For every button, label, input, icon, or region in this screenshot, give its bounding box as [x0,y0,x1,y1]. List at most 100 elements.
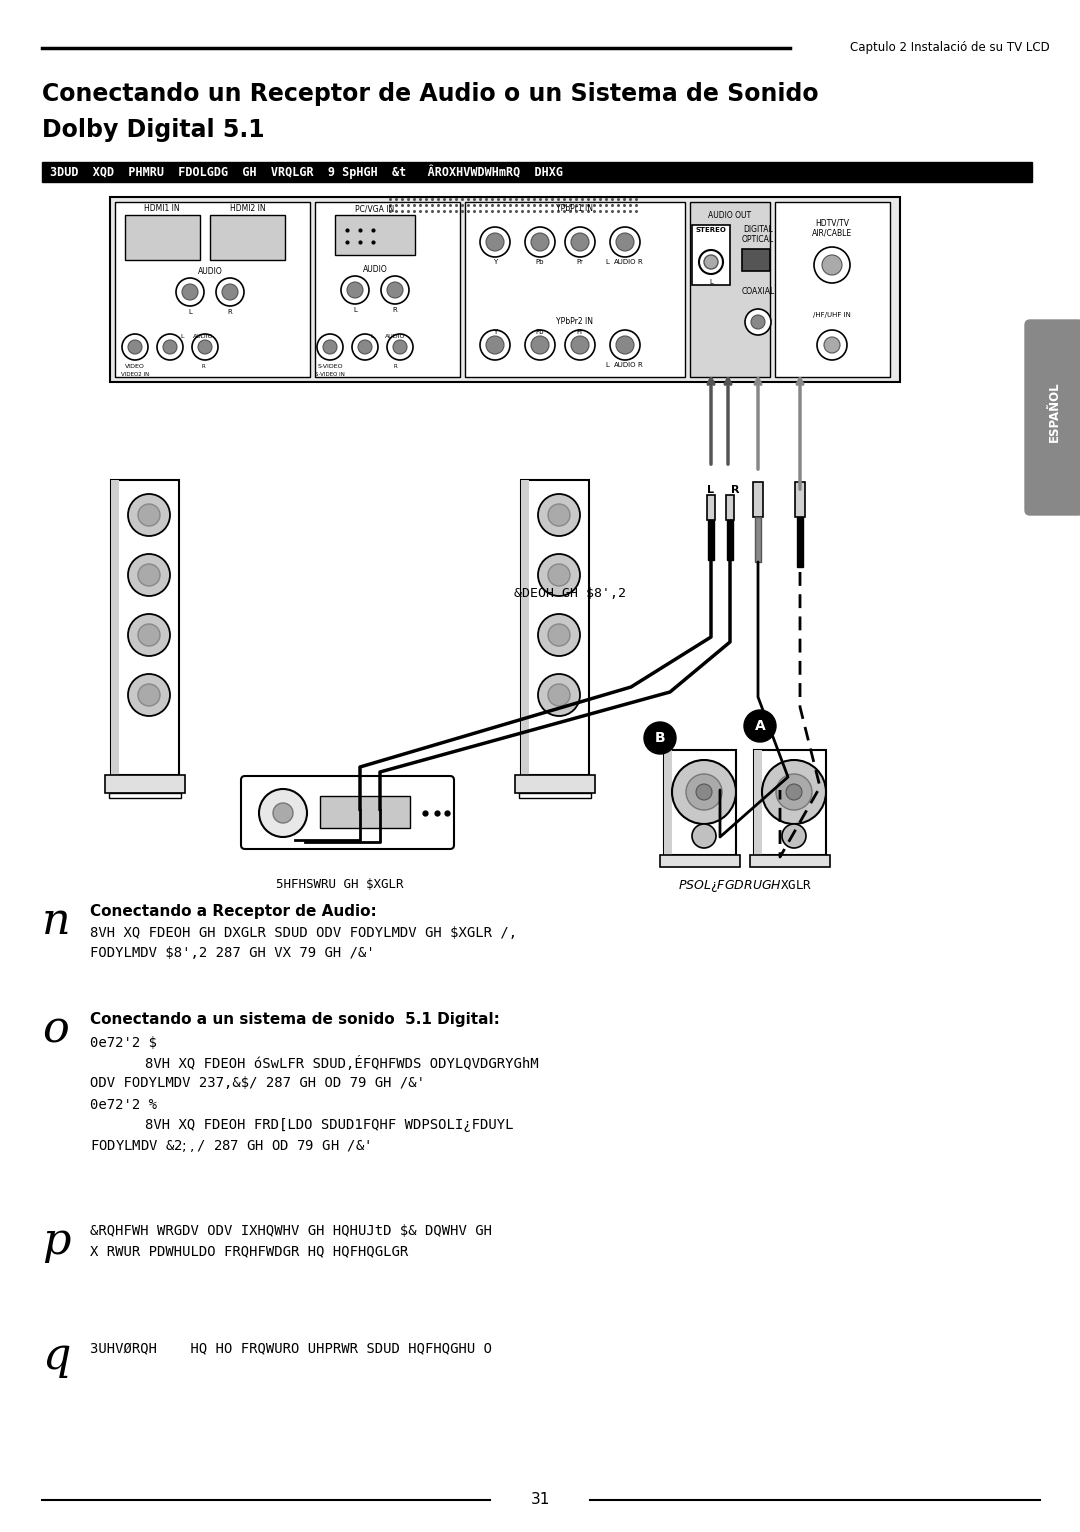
Circle shape [129,555,170,596]
Text: AIR/CABLE: AIR/CABLE [812,228,852,237]
Text: L: L [188,309,192,316]
Text: PC/VGA IN: PC/VGA IN [355,204,394,213]
Text: A: A [755,719,766,732]
Bar [692,225,730,285]
Circle shape [357,340,372,354]
Text: Conectando un Receptor de Audio o un Sistema de Sonido: Conectando un Receptor de Audio o un Sis… [42,83,819,106]
Text: AUDIO: AUDIO [613,259,636,265]
Text: 3DUD  XQD  PHMRU  FDOLGDG  GH  VRQLGR  9 SpHGH  &t   ÂROXHVWDWHmRQ  DHXG: 3DUD XQD PHMRU FDOLGDG GH VRQLGR 9 SpHGH… [50,165,563,179]
Bar [111,480,119,775]
Circle shape [565,329,595,360]
Text: 31: 31 [530,1492,550,1507]
Bar [750,855,831,867]
Text: 8VH XQ FDEOH FRD[LDO SDUD1FQHF WDPSOLI¿FDUYL: 8VH XQ FDEOH FRD[LDO SDUD1FQHF WDPSOLI¿F… [145,1118,513,1132]
Text: AUDIO: AUDIO [613,362,636,368]
Circle shape [538,493,580,536]
Text: /HF/UHF IN: /HF/UHF IN [813,313,851,319]
Circle shape [538,614,580,656]
Text: &DEOH GH $8',2: &DEOH GH $8',2 [514,587,626,601]
Text: FODYLMDV $8',2 287 GH VX 79 GH /&': FODYLMDV $8',2 287 GH VX 79 GH /&' [90,945,375,961]
Bar [515,775,595,794]
Text: R: R [637,362,643,368]
Text: L: L [605,362,609,368]
Text: 0e72'2 %: 0e72'2 % [90,1098,157,1112]
Circle shape [525,227,555,257]
Circle shape [538,555,580,596]
Text: Conectando a Receptor de Audio:: Conectando a Receptor de Audio: [90,904,377,919]
Text: L: L [370,334,374,339]
Text: R: R [201,365,205,369]
Bar [742,250,770,271]
Text: R: R [637,259,643,265]
Text: X RWUR PDWHULDO FRQHFWDGR HQ HQFHQGLGR: X RWUR PDWHULDO FRQHFWDGR HQ HQFHQGLGR [90,1244,408,1258]
Bar [125,214,200,260]
Bar [465,202,685,377]
Circle shape [565,227,595,257]
Text: Pr: Pr [577,259,583,265]
Text: VIDEO2 IN: VIDEO2 IN [121,372,149,377]
Circle shape [138,683,160,706]
FancyBboxPatch shape [1025,320,1080,515]
Circle shape [644,722,676,754]
Circle shape [696,784,712,800]
Text: HDTV/TV: HDTV/TV [815,219,849,228]
Bar [754,751,826,855]
Circle shape [744,709,777,741]
Text: q: q [42,1334,70,1379]
Circle shape [157,334,183,360]
Circle shape [486,233,504,251]
Circle shape [538,674,580,715]
Text: S-VIDEO: S-VIDEO [318,365,342,369]
Text: STEREO: STEREO [696,227,727,233]
Bar [114,202,310,377]
Circle shape [824,337,840,352]
Bar [110,198,900,381]
Circle shape [129,614,170,656]
Text: ESPAÑOL: ESPAÑOL [1048,381,1061,443]
Bar [810,207,870,262]
Text: Conectando a un sistema de sonido  5.1 Digital:: Conectando a un sistema de sonido 5.1 Di… [90,1013,500,1026]
Circle shape [381,276,409,303]
Bar [519,794,591,798]
Circle shape [571,233,589,251]
Bar [320,797,410,827]
Text: Pr: Pr [577,329,583,336]
Text: L: L [710,279,713,285]
Text: OPTICAL: OPTICAL [742,234,774,244]
Circle shape [129,493,170,536]
Text: YPbPr2 IN: YPbPr2 IN [556,317,594,326]
Circle shape [762,760,826,824]
Bar [820,214,860,250]
Text: AUDIO: AUDIO [198,267,222,276]
Text: R: R [393,365,396,369]
Text: Y: Y [492,329,497,336]
Bar [42,162,1032,182]
Text: S-VIDEO IN: S-VIDEO IN [315,372,345,377]
Text: 8VH XQ FDEOH óSwLFR SDUD,ÉFQHFWDS ODYLQVDGRYGhM: 8VH XQ FDEOH óSwLFR SDUD,ÉFQHFWDS ODYLQV… [145,1056,539,1071]
Circle shape [616,336,634,354]
Bar [521,480,589,775]
Bar [797,516,804,567]
Circle shape [751,316,765,329]
Text: Pb: Pb [536,259,544,265]
Bar [664,751,735,855]
Circle shape [616,233,634,251]
Text: COAXIAL: COAXIAL [741,286,774,296]
Text: 3UHVØRQH    HQ HO FRQWURO UHPRWR SDUD HQFHQGHU O: 3UHVØRQH HQ HO FRQWURO UHPRWR SDUD HQFHQ… [90,1340,492,1354]
Text: 0e72'2 $: 0e72'2 $ [90,1036,157,1049]
Text: n: n [42,899,70,944]
Circle shape [138,504,160,525]
Circle shape [341,276,369,303]
Bar [753,483,762,516]
Circle shape [745,309,771,336]
Circle shape [531,336,549,354]
Circle shape [122,334,148,360]
Text: p: p [42,1219,70,1264]
Text: L: L [180,334,184,339]
Circle shape [323,340,337,354]
Text: ODV FODYLMDV 237,&$/ 287 GH OD 79 GH /&': ODV FODYLMDV 237,&$/ 287 GH OD 79 GH /&' [90,1075,426,1089]
Text: VIDEO: VIDEO [125,365,145,369]
Circle shape [692,824,716,849]
Bar [727,519,733,561]
Circle shape [198,340,212,354]
